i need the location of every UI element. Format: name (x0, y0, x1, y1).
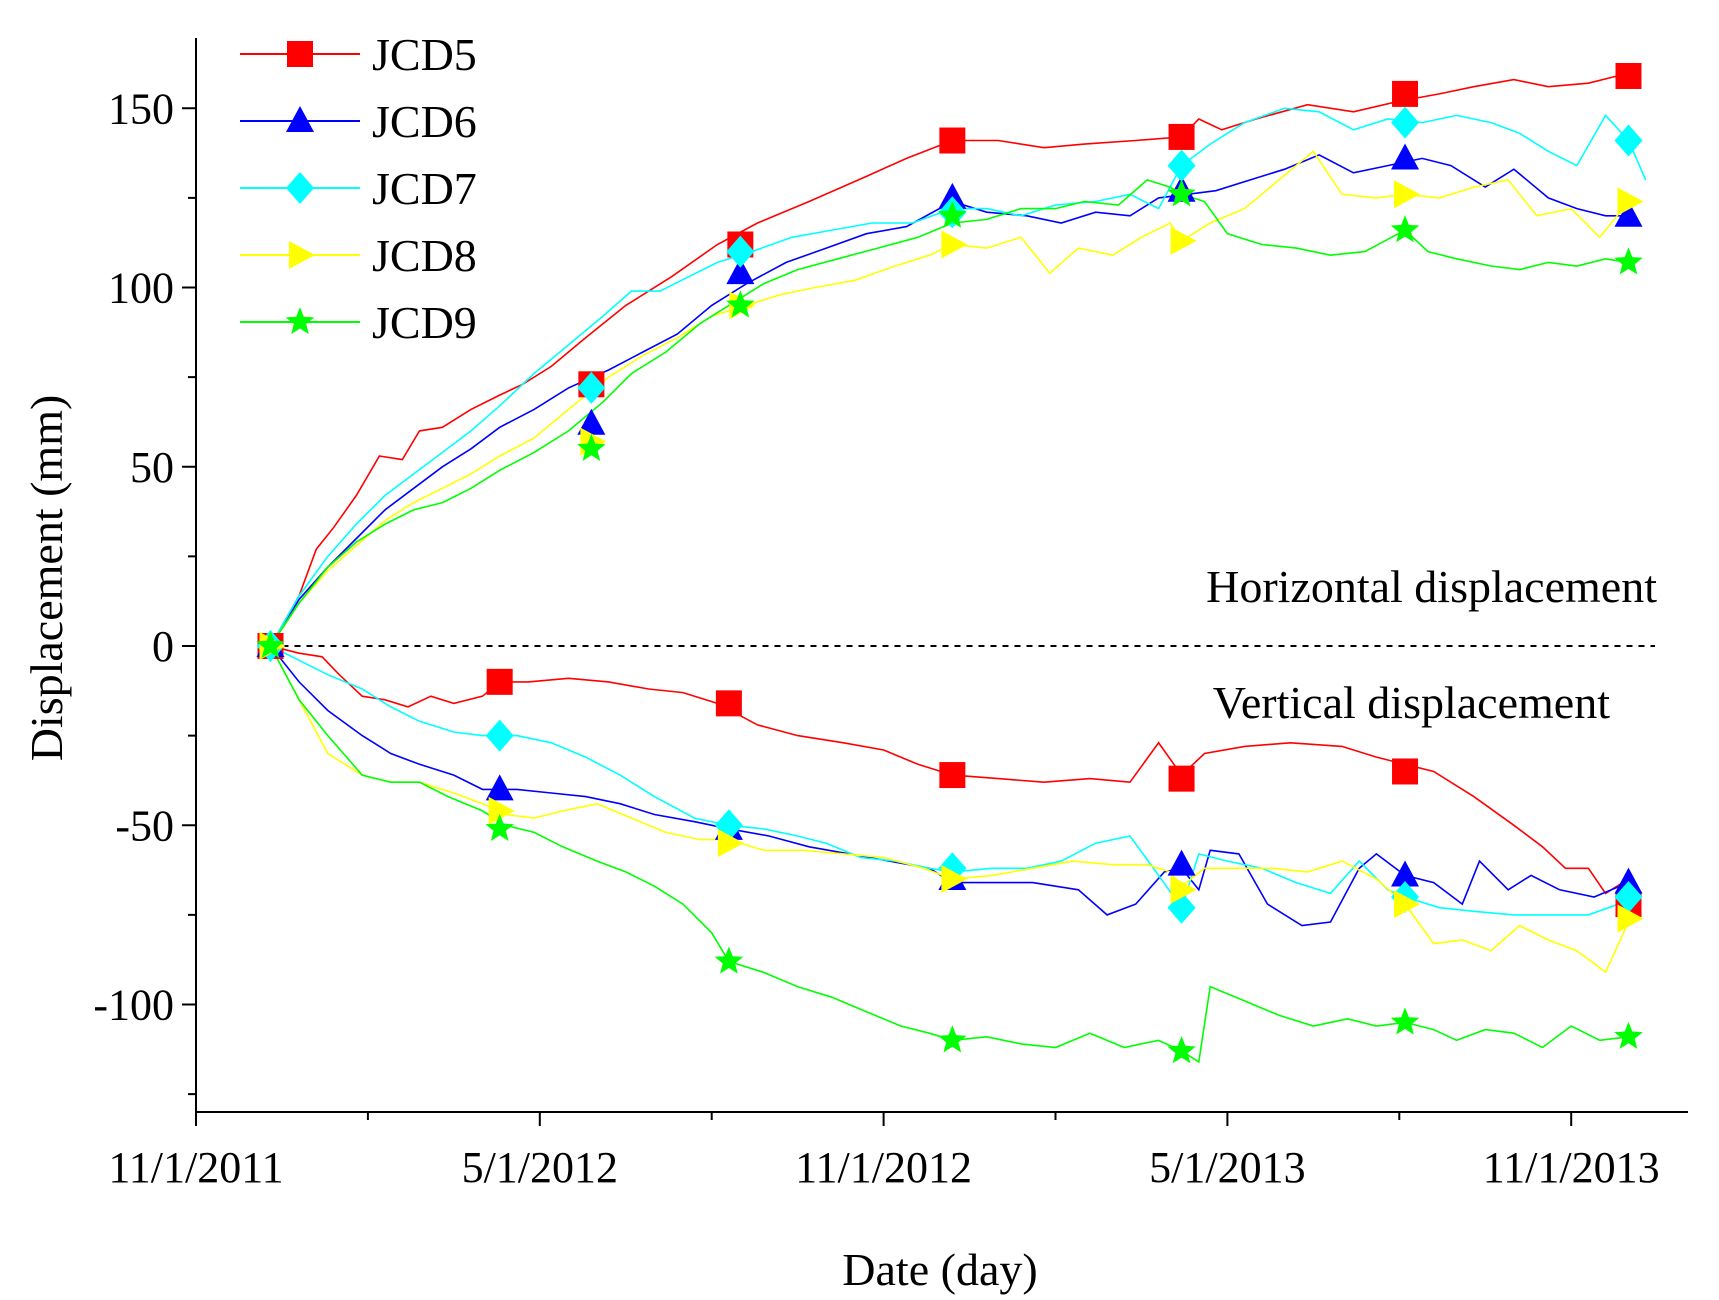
legend-label-jcd8: JCD8 (372, 230, 477, 281)
legend-label-jcd9: JCD9 (372, 297, 477, 348)
legend-marker-jcd5 (287, 41, 313, 67)
point-jcd8-vertical (1394, 890, 1421, 919)
legend-marker-jcd6 (286, 106, 314, 132)
point-jcd9-vertical (485, 813, 514, 841)
point-jcd5-horizontal (1615, 62, 1642, 89)
point-jcd7-vertical (1614, 880, 1643, 913)
point-jcd7-horizontal (1614, 124, 1643, 157)
point-jcd7-horizontal (577, 371, 606, 404)
point-jcd6-horizontal (1614, 200, 1643, 227)
x-tick-label: 11/1/2013 (1483, 1143, 1660, 1192)
series-line-jcd8-vertical (269, 645, 1630, 974)
point-jcd9-vertical (256, 631, 285, 659)
point-jcd6-vertical (1614, 867, 1643, 894)
point-jcd5-vertical (486, 668, 513, 695)
point-jcd7-horizontal (1391, 106, 1420, 139)
legend-label-jcd6: JCD6 (372, 96, 477, 147)
legend-label-jcd7: JCD7 (372, 163, 477, 214)
y-tick-label: 100 (108, 264, 174, 313)
point-jcd6-vertical (1167, 849, 1196, 876)
annotation-vertical: Vertical displacement (1213, 677, 1610, 728)
point-jcd8-vertical (488, 796, 515, 825)
point-jcd8-horizontal (1170, 226, 1197, 255)
point-jcd5-horizontal (1168, 123, 1195, 150)
point-jcd6-horizontal (726, 258, 755, 285)
point-jcd9-horizontal (1390, 215, 1420, 243)
point-jcd9-vertical (938, 1025, 967, 1053)
point-jcd6-horizontal (938, 182, 967, 209)
point-jcd8-vertical (1617, 904, 1644, 933)
point-jcd8-horizontal (1617, 187, 1644, 216)
point-jcd8-vertical (717, 829, 744, 858)
x-tick-label: 5/1/2013 (1149, 1143, 1305, 1192)
x-tick-label: 5/1/2012 (462, 1143, 618, 1192)
x-tick-label: 11/1/2011 (108, 1143, 283, 1192)
annotations: Horizontal displacement Vertical displac… (1206, 561, 1657, 728)
series-line-jcd6-horizontal (269, 154, 1629, 647)
point-jcd9-vertical (1167, 1036, 1196, 1064)
axes: -100 -50 0 50 100 150 11/1/2011 5/1/2012 11/1/20… (93, 38, 1688, 1192)
series-line-jcd9-horizontal (269, 179, 1629, 647)
point-jcd8-vertical (941, 865, 968, 894)
y-tick-label: 150 (108, 84, 174, 133)
point-jcd5-horizontal (939, 127, 966, 154)
series-line-jcd5-vertical (270, 645, 1641, 905)
point-jcd7-horizontal (726, 235, 755, 268)
point-jcd9-horizontal (1167, 179, 1196, 207)
annotation-horizontal: Horizontal displacement (1206, 561, 1657, 612)
point-jcd5-vertical (939, 762, 966, 789)
x-axis-label: Date (day) (842, 1244, 1037, 1295)
point-jcd9-vertical (1390, 1007, 1420, 1035)
legend-label-jcd5: JCD5 (372, 29, 477, 80)
point-jcd7-vertical (485, 719, 514, 752)
point-jcd9-vertical (1614, 1021, 1643, 1049)
legend-marker-jcd9 (285, 307, 315, 335)
point-jcd8-horizontal (1394, 180, 1421, 209)
point-jcd8-vertical (1170, 875, 1197, 904)
point-jcd5-vertical (1392, 758, 1419, 785)
point-jcd6-vertical (1391, 860, 1420, 887)
x-tick-label: 11/1/2012 (795, 1143, 972, 1192)
point-jcd8-horizontal (941, 230, 968, 259)
point-jcd5-vertical (1168, 765, 1195, 792)
y-tick-label: -50 (115, 801, 174, 850)
series-line-jcd5-horizontal (269, 75, 1640, 647)
plot-area (256, 62, 1655, 1064)
point-jcd6-horizontal (1391, 143, 1420, 170)
y-tick-label: -100 (93, 981, 174, 1030)
legend-marker-jcd7 (286, 172, 314, 204)
point-jcd9-horizontal (938, 200, 967, 228)
point-jcd6-vertical (485, 774, 514, 801)
point-jcd9-horizontal (577, 433, 606, 461)
point-jcd5-vertical (715, 690, 742, 717)
point-jcd9-horizontal (726, 290, 755, 318)
point-jcd5-horizontal (1392, 80, 1419, 107)
legend-marker-jcd8 (289, 241, 315, 269)
point-jcd9-vertical (714, 946, 744, 974)
point-jcd6-horizontal (577, 408, 606, 435)
point-jcd9-horizontal (1614, 247, 1643, 275)
series-line-jcd7-horizontal (269, 107, 1647, 647)
y-axis-label: Displacement (mm) (21, 395, 72, 762)
legend: JCD5 JCD6 JCD7 JCD8 JCD9 (240, 29, 477, 348)
point-jcd7-horizontal (1167, 149, 1196, 182)
y-tick-label: 50 (130, 443, 174, 492)
y-tick-label: 0 (152, 622, 174, 671)
